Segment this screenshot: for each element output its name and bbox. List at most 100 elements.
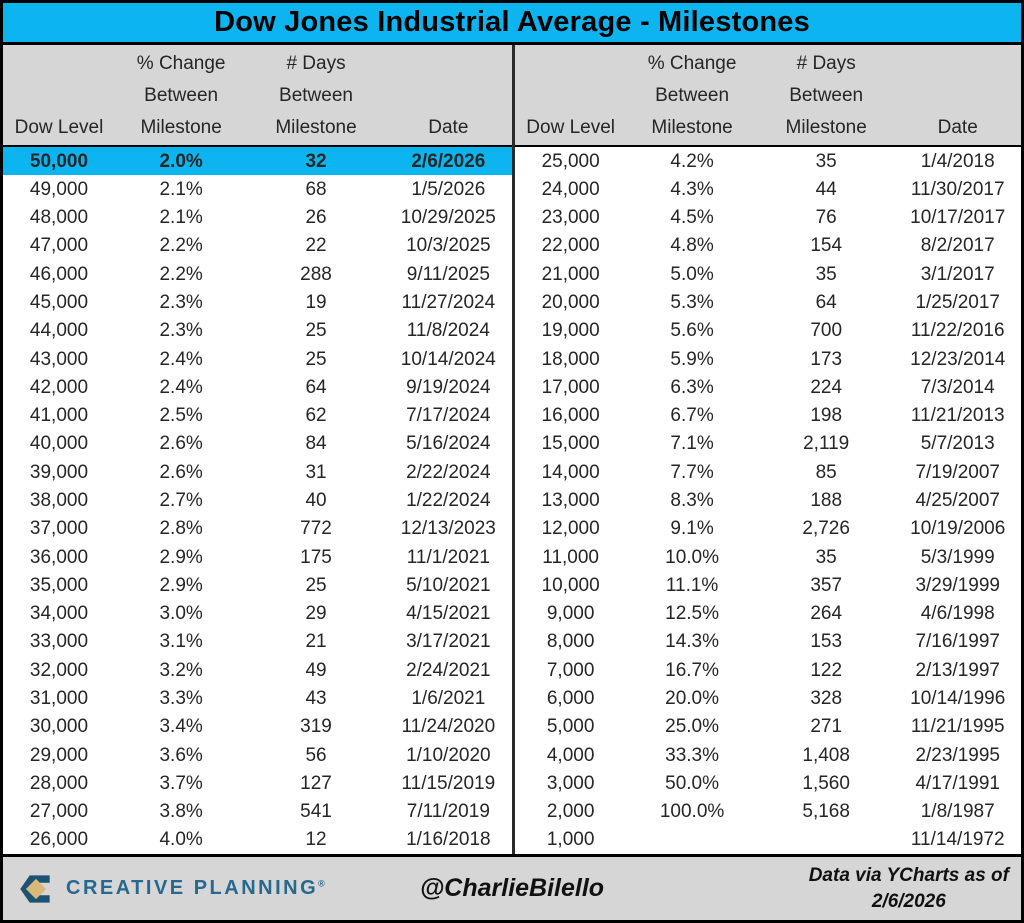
cell-dow-level: 22,000 bbox=[541, 235, 600, 257]
cell-date: 11/22/2016 bbox=[910, 320, 1005, 342]
cell-date: 3/17/2021 bbox=[406, 631, 491, 653]
cell-days: 32 bbox=[305, 150, 327, 172]
table-row: 32,000 3.2% 49 2/24/2021 bbox=[3, 656, 512, 685]
cell-pct-change: 25.0% bbox=[665, 716, 720, 738]
cell-pct-change: 4.0% bbox=[159, 829, 203, 851]
cell-pct-change: 6.3% bbox=[670, 376, 714, 398]
cell-pct-change: 3.3% bbox=[159, 687, 203, 709]
cell-date: 10/14/2024 bbox=[400, 348, 496, 370]
cell-days: 64 bbox=[815, 292, 837, 314]
cell-days: 35 bbox=[815, 263, 837, 285]
cell-date: 5/10/2021 bbox=[406, 574, 491, 596]
cell-days: 19 bbox=[305, 292, 327, 314]
cell-date: 11/15/2019 bbox=[401, 772, 496, 794]
table-row: 25,000 4.2% 35 1/4/2018 bbox=[514, 147, 1021, 176]
cell-dow-level: 46,000 bbox=[29, 263, 89, 285]
table-row: 30,000 3.4% 319 11/24/2020 bbox=[3, 712, 512, 741]
cell-dow-level: 35,000 bbox=[29, 574, 89, 596]
cell-pct-change: 2.3% bbox=[159, 320, 203, 342]
table-row: 10,000 11.1% 357 3/29/1999 bbox=[514, 571, 1021, 600]
cell-pct-change: 5.9% bbox=[670, 348, 714, 370]
cell-pct-change: 3.4% bbox=[159, 716, 203, 738]
cell-dow-level: 24,000 bbox=[541, 178, 600, 200]
cell-pct-change: 2.0% bbox=[159, 150, 203, 172]
cell-days: 49 bbox=[305, 659, 327, 681]
cell-date: 11/21/2013 bbox=[910, 405, 1005, 427]
cell-days: 43 bbox=[305, 687, 327, 709]
col-header-line: # Days bbox=[796, 53, 856, 74]
cell-dow-level: 26,000 bbox=[29, 829, 89, 851]
cell-dow-level: 50,000 bbox=[29, 150, 89, 172]
cell-date: 4/6/1998 bbox=[920, 603, 995, 625]
table-row: 20,000 5.3% 64 1/25/2017 bbox=[514, 288, 1021, 317]
table-row: 49,000 2.1% 68 1/5/2026 bbox=[3, 175, 512, 204]
cell-pct-change: 2.7% bbox=[159, 490, 203, 512]
cell-pct-change: 3.7% bbox=[159, 772, 203, 794]
cell-dow-level: 48,000 bbox=[29, 207, 89, 229]
cell-date: 1/6/2021 bbox=[411, 687, 486, 709]
cell-days: 62 bbox=[305, 405, 327, 427]
table-row: 24,000 4.3% 44 11/30/2017 bbox=[514, 175, 1021, 204]
cell-pct-change: 2.3% bbox=[159, 292, 203, 314]
cell-pct-change: 20.0% bbox=[665, 687, 720, 709]
table-row: 12,000 9.1% 2,726 10/19/2006 bbox=[514, 514, 1021, 543]
cell-days: 122 bbox=[810, 659, 843, 681]
table-row: 36,000 2.9% 175 11/1/2021 bbox=[3, 542, 512, 572]
cell-days: 357 bbox=[810, 574, 843, 596]
cell-dow-level: 34,000 bbox=[29, 603, 89, 625]
cell-pct-change: 14.3% bbox=[665, 631, 720, 653]
table-row: 31,000 3.3% 43 1/6/2021 bbox=[3, 684, 512, 713]
cell-pct-change: 2.1% bbox=[159, 207, 203, 229]
cell-date: 4/25/2007 bbox=[915, 490, 1000, 512]
cell-date: 8/2/2017 bbox=[920, 235, 995, 257]
registered-mark: ® bbox=[318, 878, 325, 889]
cell-dow-level: 15,000 bbox=[541, 433, 600, 455]
cell-dow-level: 13,000 bbox=[541, 490, 600, 512]
cell-date: 2/6/2026 bbox=[411, 150, 486, 172]
table-row: 11,000 10.0% 35 5/3/1999 bbox=[514, 542, 1021, 572]
table-row: 15,000 7.1% 2,119 5/7/2013 bbox=[514, 429, 1021, 459]
col-header-pct-change: % Change Between Milestone bbox=[115, 45, 247, 145]
cell-date: 9/19/2024 bbox=[406, 376, 491, 398]
cell-dow-level: 40,000 bbox=[29, 433, 89, 455]
cell-date: 10/19/2006 bbox=[910, 518, 1006, 540]
cell-days: 772 bbox=[300, 518, 332, 540]
cell-pct-change: 2.9% bbox=[159, 574, 203, 596]
cell-days: 153 bbox=[810, 631, 843, 653]
cell-dow-level: 23,000 bbox=[541, 207, 600, 229]
cell-dow-level: 9,000 bbox=[546, 603, 595, 625]
cell-pct-change: 2.8% bbox=[159, 518, 203, 540]
table-row: 39,000 2.6% 31 2/22/2024 bbox=[3, 458, 512, 487]
cell-pct-change: 2.6% bbox=[159, 433, 203, 455]
table-header-left: Dow Level % Change Between Milestone # D… bbox=[3, 45, 512, 147]
table-row: 42,000 2.4% 64 9/19/2024 bbox=[3, 373, 512, 402]
col-header-line: % Change bbox=[647, 53, 737, 74]
table-row: 27,000 3.8% 541 7/11/2019 bbox=[3, 797, 512, 826]
cell-pct-change: 5.6% bbox=[670, 320, 714, 342]
cell-dow-level: 45,000 bbox=[29, 292, 89, 314]
table-row: 28,000 3.7% 127 11/15/2019 bbox=[3, 769, 512, 798]
cell-pct-change: 12.5% bbox=[665, 603, 720, 625]
cell-dow-level: 27,000 bbox=[29, 801, 89, 823]
table-row: 35,000 2.9% 25 5/10/2021 bbox=[3, 571, 512, 600]
cell-pct-change: 9.1% bbox=[670, 518, 714, 540]
col-header-days: # Days Between Milestone bbox=[247, 45, 384, 145]
table-row: 37,000 2.8% 772 12/13/2023 bbox=[3, 514, 512, 543]
cell-dow-level: 14,000 bbox=[541, 461, 600, 483]
cell-pct-change: 33.3% bbox=[665, 744, 720, 766]
cell-days: 1,560 bbox=[802, 772, 850, 794]
footer-bar: CREATIVE PLANNING® @CharlieBilello Data … bbox=[3, 854, 1021, 920]
table-row: 3,000 50.0% 1,560 4/17/1991 bbox=[514, 769, 1021, 798]
col-header-dow-level: Dow Level bbox=[3, 45, 115, 145]
table-row: 40,000 2.6% 84 5/16/2024 bbox=[3, 429, 512, 459]
cell-dow-level: 43,000 bbox=[29, 348, 89, 370]
cell-dow-level: 11,000 bbox=[542, 546, 599, 568]
cell-date: 2/13/1997 bbox=[915, 659, 1000, 681]
cell-days: 319 bbox=[300, 716, 332, 738]
cell-days: 328 bbox=[810, 687, 843, 709]
cell-pct-change: 2.4% bbox=[159, 376, 203, 398]
cell-dow-level: 4,000 bbox=[546, 744, 595, 766]
cell-dow-level: 47,000 bbox=[29, 235, 89, 257]
brand-name: CREATIVE PLANNING® bbox=[66, 877, 325, 900]
cell-days: 29 bbox=[305, 603, 327, 625]
